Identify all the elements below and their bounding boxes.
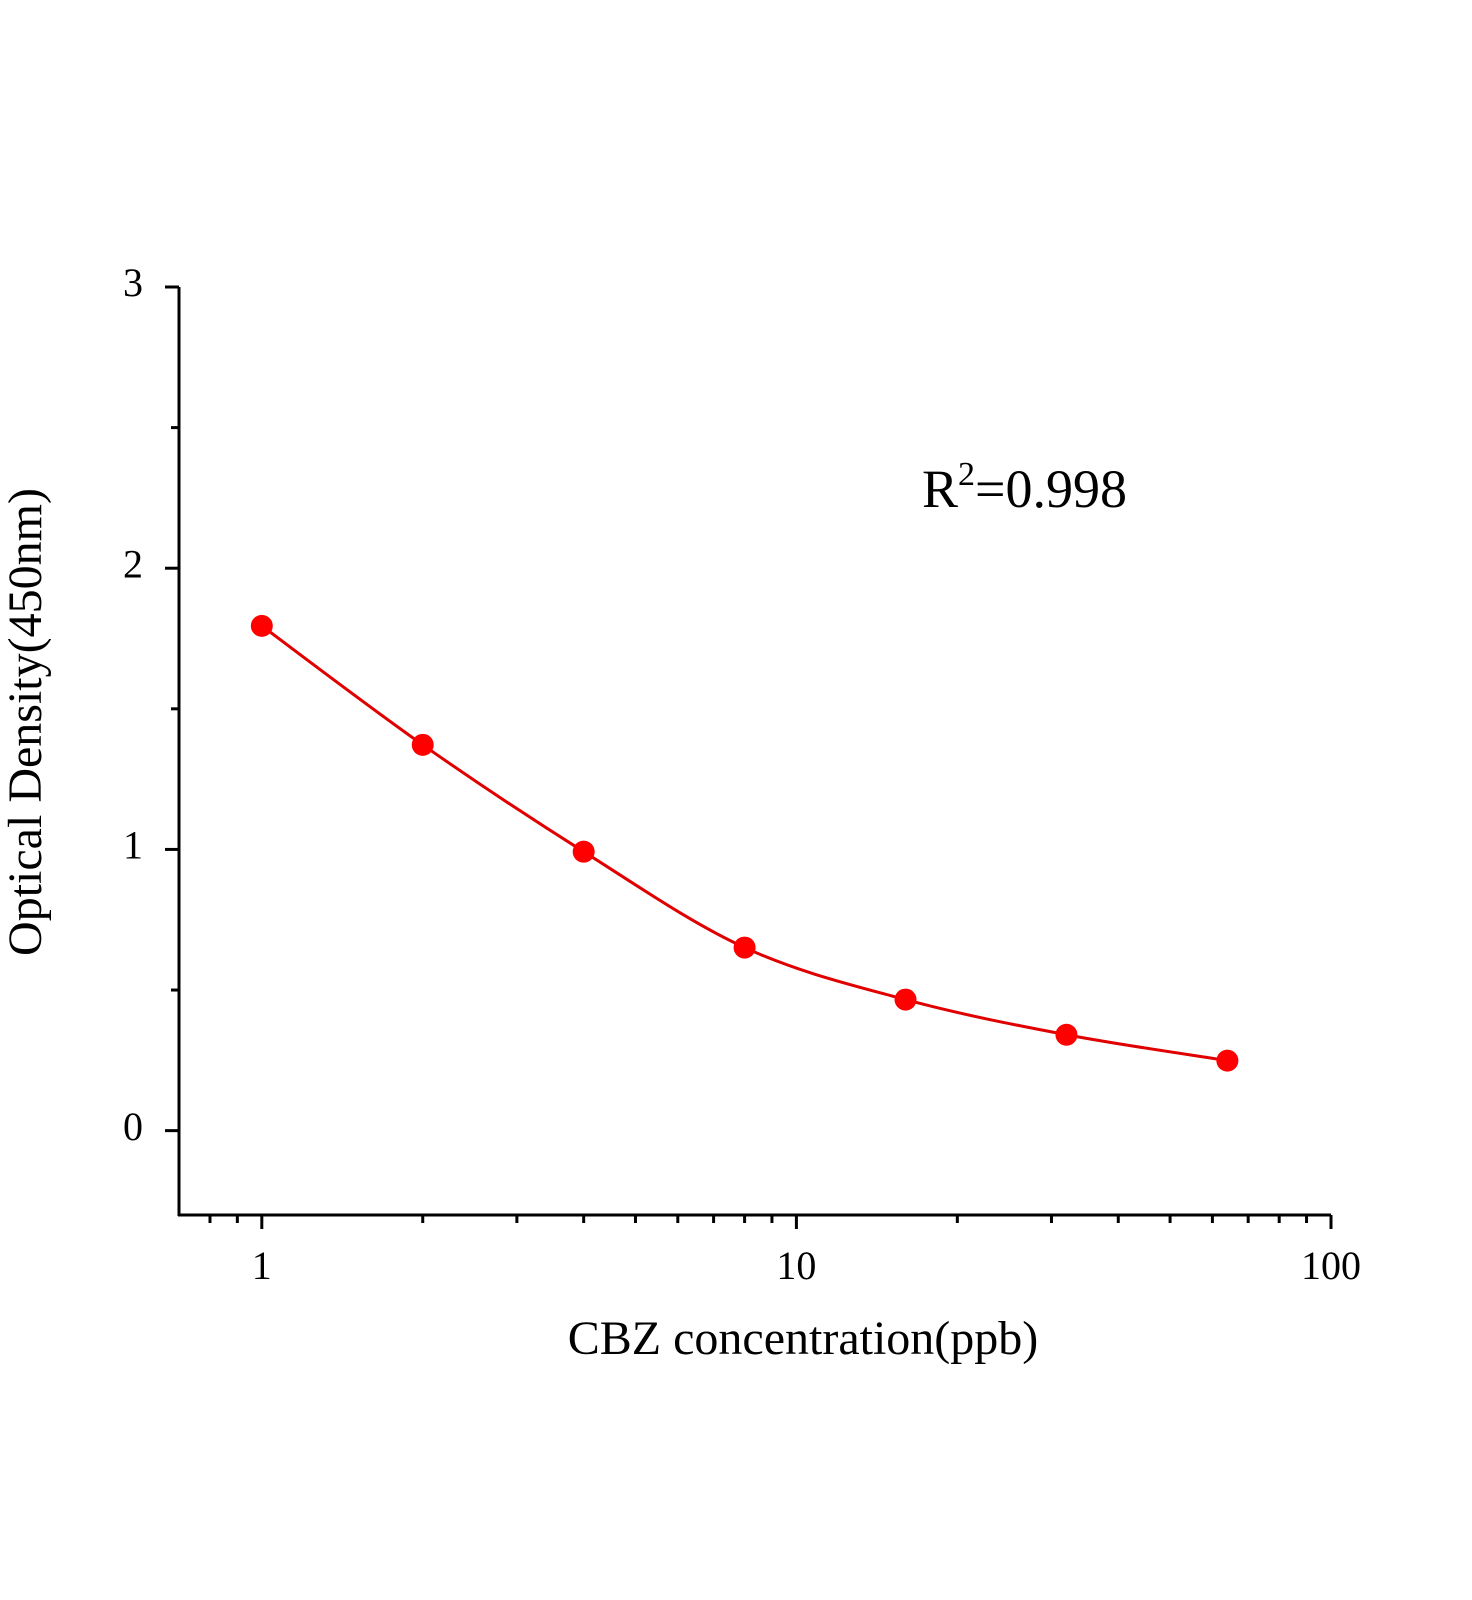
data-point (250, 614, 273, 637)
y-tick-label: 0 (123, 1104, 143, 1149)
annotation-sup: 2 (958, 456, 975, 493)
data-point (572, 840, 595, 863)
x-tick-label: 100 (1301, 1243, 1361, 1288)
y-tick-label: 1 (123, 823, 143, 868)
annotation: R2=0.998 (922, 456, 1127, 520)
data-point (733, 936, 756, 959)
y-axis-title: Optical Density(450nm) (0, 488, 52, 956)
data-point (1216, 1049, 1239, 1072)
y-tick-label: 2 (123, 541, 143, 586)
data-point (894, 988, 917, 1011)
x-tick-label: 1 (252, 1243, 272, 1288)
data-point (411, 733, 434, 756)
data-point (1055, 1023, 1078, 1046)
x-axis-title: CBZ concentration(ppb) (568, 1312, 1039, 1365)
annotation-text: R (922, 459, 958, 519)
y-tick-label: 3 (123, 260, 143, 305)
x-tick-label: 10 (776, 1243, 816, 1288)
fit-curve (260, 624, 1228, 1063)
annotation-text: =0.998 (975, 459, 1127, 519)
